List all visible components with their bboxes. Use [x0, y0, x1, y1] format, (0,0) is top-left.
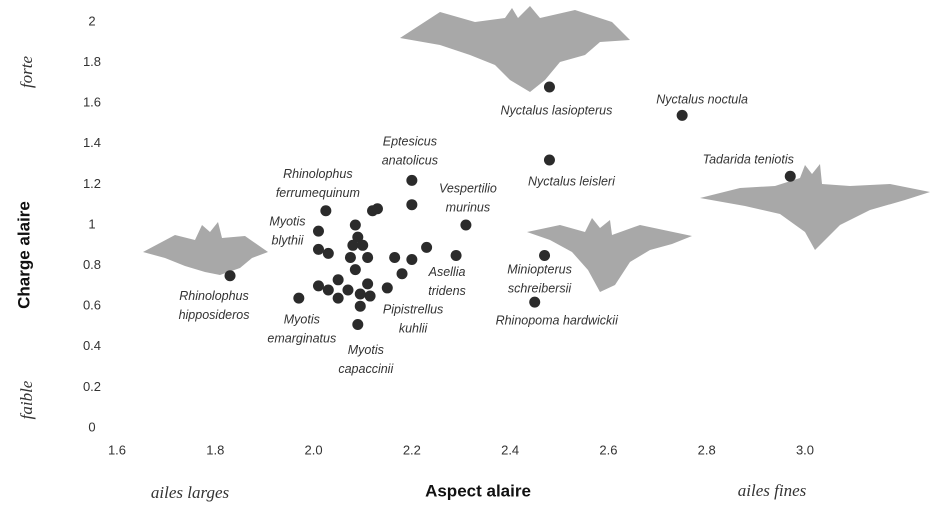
- point-label: Eptesicus: [383, 135, 437, 149]
- x-tick-label: 2.4: [501, 442, 519, 457]
- point-label: Nyctalus lasiopterus: [501, 103, 613, 117]
- point: [357, 239, 369, 251]
- point-label: Vespertilio: [439, 181, 497, 195]
- point-label: Rhinolophus: [283, 167, 353, 181]
- y-tick-label: 1.4: [83, 135, 101, 150]
- y-tick-label: 0.8: [83, 257, 101, 272]
- point: [312, 280, 324, 292]
- x-tick-label: 2.6: [599, 442, 617, 457]
- point-label: Tadarida teniotis: [703, 153, 794, 167]
- point-label: Nyctalus noctula: [656, 93, 748, 107]
- point: [784, 170, 796, 182]
- point: [349, 264, 361, 276]
- point: [354, 300, 366, 312]
- point: [352, 318, 364, 330]
- point: [421, 241, 433, 253]
- point: [396, 268, 408, 280]
- point: [322, 284, 334, 296]
- x-tick-label: 1.6: [108, 442, 126, 457]
- point: [362, 251, 374, 263]
- point: [349, 219, 361, 231]
- point: [344, 251, 356, 263]
- y-tick-label: 2: [88, 13, 95, 28]
- point: [406, 199, 418, 211]
- point: [342, 284, 354, 296]
- y-tick-label: 1.6: [83, 95, 101, 110]
- point: [320, 205, 332, 217]
- x-tick-label: 3.0: [796, 442, 814, 457]
- point-label: Asellia: [428, 265, 466, 279]
- x-tick-label: 2.0: [305, 442, 323, 457]
- point-label: ferrumequinum: [276, 186, 360, 200]
- point: [529, 296, 541, 308]
- point: [543, 154, 555, 166]
- point-label: hipposideros: [179, 308, 250, 322]
- x-tick-label: 2.8: [698, 442, 716, 457]
- y-tick-label: 1: [88, 216, 95, 231]
- point-label: kuhlii: [399, 321, 429, 335]
- point-label: Myotis: [348, 343, 384, 357]
- bat-silhouettes: [143, 6, 930, 292]
- point: [293, 292, 305, 304]
- point-label: Rhinopoma hardwickii: [496, 313, 620, 327]
- point-label: emarginatus: [267, 331, 336, 345]
- point: [362, 278, 374, 290]
- point-label: schreibersii: [508, 282, 572, 296]
- y-axis-label: Charge alaire: [14, 201, 33, 309]
- point: [312, 225, 324, 237]
- point: [322, 247, 334, 259]
- point: [460, 219, 472, 231]
- point-label: Myotis: [269, 214, 305, 228]
- point-label: Rhinolophus: [179, 289, 249, 303]
- point: [332, 292, 344, 304]
- y-tick-label: 0.4: [83, 338, 101, 353]
- point-label: Pipistrellus: [383, 302, 443, 316]
- point: [543, 81, 555, 93]
- x-tick-label: 1.8: [206, 442, 224, 457]
- y-tick-label: 1.8: [83, 54, 101, 69]
- point: [364, 290, 376, 302]
- y-tick-label: 0: [88, 419, 95, 434]
- x-low-label: ailes larges: [151, 483, 230, 502]
- y-high-label: forte: [17, 55, 36, 88]
- y-tick-label: 0.6: [83, 298, 101, 313]
- point-label: blythii: [272, 233, 305, 247]
- x-tick-label: 2.2: [403, 442, 421, 457]
- point: [354, 288, 366, 300]
- y-low-label: faible: [17, 380, 36, 419]
- point: [406, 254, 418, 266]
- x-high-label: ailes fines: [738, 481, 807, 500]
- point: [371, 203, 383, 215]
- point: [406, 174, 418, 186]
- point: [539, 249, 551, 261]
- point: [676, 109, 688, 121]
- point-label: anatolicus: [382, 154, 438, 168]
- point-label: Miniopterus: [507, 263, 572, 277]
- point-label: Nyctalus leisleri: [528, 174, 616, 188]
- point-label: capaccinii: [338, 362, 394, 376]
- y-tick-label: 1.2: [83, 176, 101, 191]
- point-label: Myotis: [284, 312, 320, 326]
- point: [224, 270, 236, 282]
- point-label: murinus: [446, 200, 490, 214]
- point: [312, 243, 324, 255]
- point: [381, 282, 393, 294]
- y-tick-label: 0.2: [83, 379, 101, 394]
- point-label: tridens: [428, 284, 466, 298]
- point: [389, 251, 401, 263]
- point: [347, 239, 359, 251]
- point: [352, 231, 364, 243]
- x-axis-label: Aspect alaire: [425, 481, 531, 500]
- point: [450, 249, 462, 261]
- point: [332, 274, 344, 286]
